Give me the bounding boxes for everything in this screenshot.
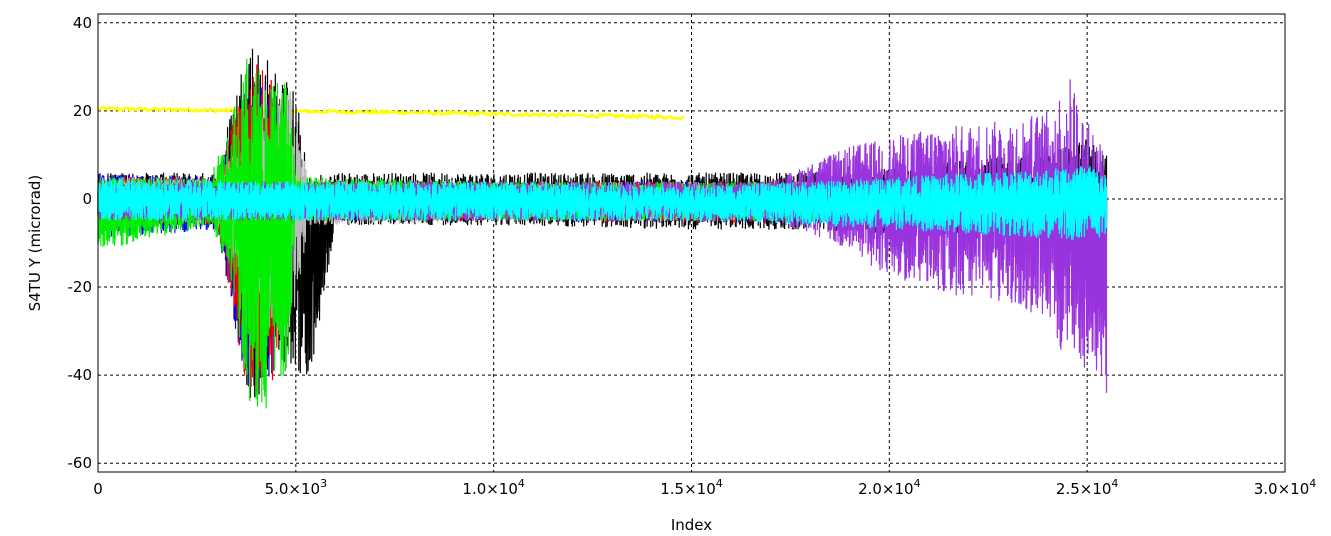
x-tick-label-5: 2.5×104	[1056, 477, 1119, 498]
y-tick-label-5: -60	[68, 454, 93, 472]
y-tick-label-4: -40	[68, 366, 93, 384]
x-tick-label-4: 2.0×104	[858, 477, 921, 498]
x-tick-label-0: 0	[93, 480, 103, 498]
y-axis-title: S4TU Y (microrad)	[26, 175, 44, 312]
y-axis-ticks: 40 20 0 -20 -40 -60	[68, 14, 93, 472]
series-line-7	[97, 166, 1108, 240]
plot-area	[97, 48, 1108, 409]
y-tick-label-1: 20	[73, 102, 92, 120]
x-axis-ticks: 0 5.0×103 1.0×104 1.5×104 2.0×104 2.5×104 3.0×…	[93, 477, 1316, 498]
x-tick-label-3: 1.5×104	[660, 477, 723, 498]
series-line-0	[97, 105, 685, 121]
y-tick-label-2: 0	[82, 190, 92, 208]
x-tick-label-6: 3.0×104	[1254, 477, 1317, 498]
plot-frame	[97, 13, 1286, 473]
y-tick-label-0: 40	[73, 14, 92, 32]
x-axis-title: Index	[671, 516, 712, 534]
x-tick-label-2: 1.0×104	[462, 477, 525, 498]
x-tick-label-1: 5.0×103	[265, 477, 328, 498]
y-tick-label-3: -20	[68, 278, 93, 296]
